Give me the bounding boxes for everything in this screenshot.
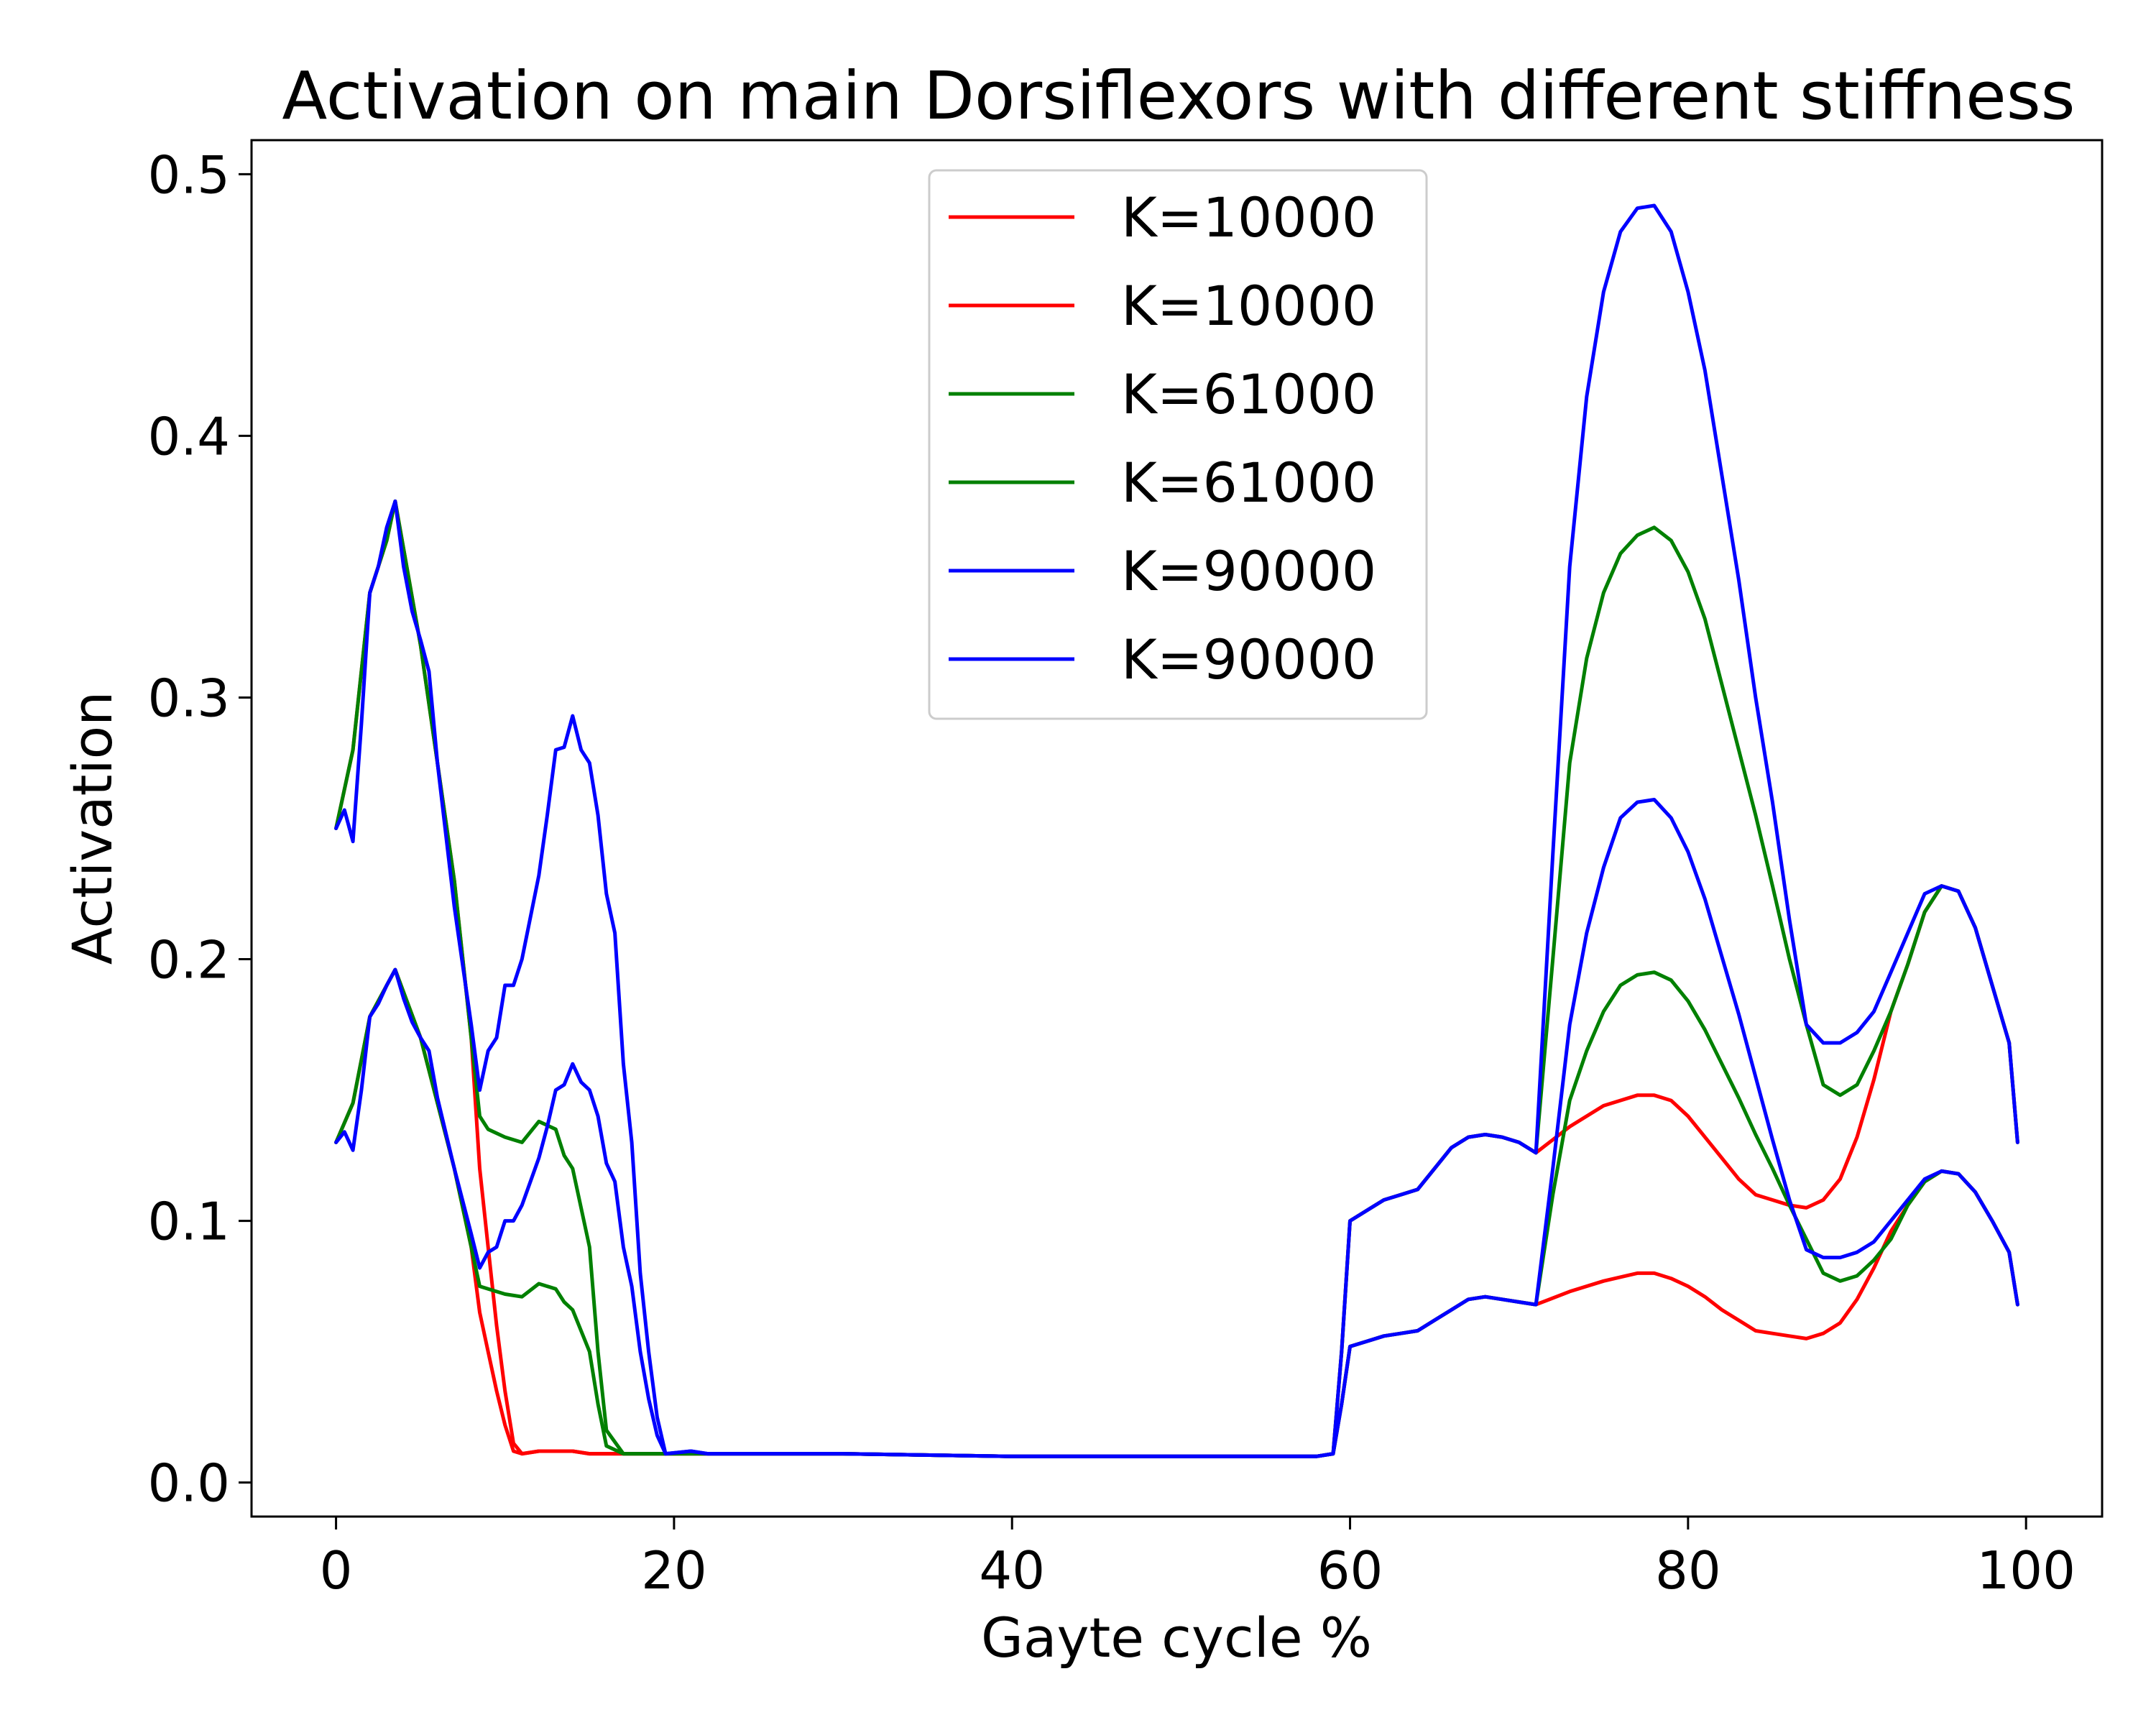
legend-label: K=61000 bbox=[1121, 451, 1376, 515]
legend-label: K=90000 bbox=[1121, 539, 1376, 603]
series-layer bbox=[334, 203, 2019, 1458]
y-tick-label: 0.4 bbox=[147, 406, 230, 466]
legend: K=10000 K=10000 K=61000 K=61000 K=90000 K=900… bbox=[928, 169, 1428, 720]
y-tick-label: 0.0 bbox=[147, 1453, 230, 1514]
y-axis-ticks: 0.0 0.1 0.2 0.3 0.4 0.5 bbox=[147, 144, 252, 1514]
x-tick-label: 60 bbox=[1317, 1540, 1383, 1601]
x-tick-label: 100 bbox=[1976, 1540, 2075, 1601]
plot-area: 0 20 40 60 80 100 0.0 0.1 0.2 0.3 0.4 0.5 bbox=[147, 139, 2104, 1601]
x-tick-label: 20 bbox=[641, 1540, 707, 1601]
x-tick-label: 40 bbox=[979, 1540, 1045, 1601]
legend-label: K=90000 bbox=[1121, 627, 1376, 691]
series-line-6 bbox=[334, 798, 2019, 1458]
chart-title: Activation on main Dorsiflexors with dif… bbox=[282, 58, 2075, 134]
plot-frame bbox=[250, 139, 2104, 1518]
y-tick-label: 0.3 bbox=[147, 668, 230, 728]
legend-entries: K=10000 K=10000 K=61000 K=61000 K=90000 K=900… bbox=[949, 185, 1376, 691]
y-tick-label: 0.2 bbox=[147, 930, 230, 990]
x-tick-label: 80 bbox=[1655, 1540, 1721, 1601]
legend-frame bbox=[928, 169, 1428, 720]
y-tick-label: 0.5 bbox=[147, 144, 230, 205]
x-axis-label: Gayte cycle % bbox=[981, 1606, 1372, 1670]
x-axis-ticks: 0 20 40 60 80 100 bbox=[320, 1517, 2076, 1601]
y-tick-label: 0.1 bbox=[147, 1192, 230, 1252]
legend-label: K=10000 bbox=[1121, 185, 1376, 249]
legend-label: K=10000 bbox=[1121, 274, 1376, 338]
y-axis-label: Activation bbox=[60, 691, 124, 965]
legend-label: K=61000 bbox=[1121, 362, 1376, 426]
x-tick-label: 0 bbox=[320, 1540, 353, 1601]
